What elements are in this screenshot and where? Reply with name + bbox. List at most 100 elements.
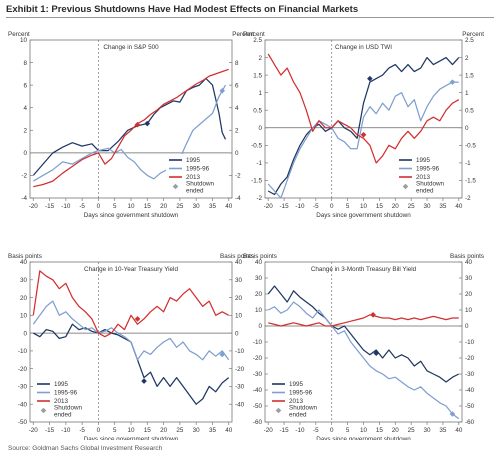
y-tick-label-left: 40 <box>255 259 263 266</box>
y-tick-label-right: 0 <box>235 330 239 337</box>
x-tick-label: 0 <box>330 427 334 434</box>
y-tick-label-left: -1 <box>256 160 262 167</box>
y-tick-label-left: 2.5 <box>253 37 262 44</box>
y-tick-label-right: -2 <box>465 195 471 202</box>
x-tick-label: 10 <box>360 427 368 434</box>
right-axis-unit-label: Basis points <box>450 253 484 260</box>
y-tick-label-right: -20 <box>465 355 475 362</box>
y-tick-label-left: 20 <box>255 291 263 298</box>
legend-label-1995: 1995 <box>54 381 69 388</box>
series-line-1995-96 <box>267 81 459 199</box>
legend-label-1995: 1995 <box>416 157 431 164</box>
x-tick-label: 25 <box>408 427 416 434</box>
x-tick-label: 10 <box>127 203 135 210</box>
x-tick-label: -15 <box>45 203 55 210</box>
y-tick-label-left: -10 <box>18 348 28 355</box>
legend-swatch-shutdown-ended <box>402 183 409 190</box>
y-tick-label-left: 30 <box>20 277 28 284</box>
y-tick-label-right: -1.5 <box>465 178 476 185</box>
x-tick-label: 35 <box>209 427 217 434</box>
left-axis-unit-label: Percent <box>8 31 30 38</box>
y-tick-label-left: 10 <box>20 313 28 320</box>
y-tick-label-right: -0.5 <box>465 143 476 150</box>
y-tick-label-right: 10 <box>235 313 243 320</box>
x-tick-label: 15 <box>144 427 152 434</box>
y-tick-label-right: -1 <box>465 160 471 167</box>
y-tick-label-right: 20 <box>465 291 473 298</box>
y-tick-label-right: -4 <box>235 195 241 202</box>
x-tick-label: 30 <box>193 427 201 434</box>
x-tick-label: 0 <box>97 203 101 210</box>
y-tick-label-right: 8 <box>235 60 239 67</box>
y-tick-label-left: -30 <box>18 384 28 391</box>
x-tick-label: 10 <box>127 427 135 434</box>
x-tick-label: -20 <box>264 203 274 210</box>
y-tick-label-left: 10 <box>20 37 28 44</box>
y-tick-label-left: 6 <box>23 82 27 89</box>
x-axis-label: Days since government shutdown <box>84 436 179 440</box>
shutdown-ended-marker-2013 <box>134 316 141 322</box>
chart-panel-3: Change in 10-Year Treasury Yield Basis po… <box>8 253 254 440</box>
x-tick-label: 15 <box>144 203 152 210</box>
y-tick-label-left: -30 <box>253 371 263 378</box>
series-line-1995-96 <box>267 301 460 420</box>
legend-label-1995: 1995 <box>186 157 201 164</box>
y-tick-label-right: -20 <box>235 366 245 373</box>
y-tick-label-right: 10 <box>465 307 473 314</box>
y-tick-label-left: 8 <box>23 60 27 67</box>
y-tick-label-right: -60 <box>465 419 475 426</box>
y-tick-label-left: 10 <box>255 307 263 314</box>
y-tick-label-right: -10 <box>465 339 475 346</box>
y-tick-label-right: 30 <box>235 277 243 284</box>
y-tick-label-left: -2 <box>21 173 27 180</box>
y-tick-label-left: 0 <box>258 125 262 132</box>
x-tick-label: 0 <box>97 427 101 434</box>
x-tick-label: 25 <box>408 203 416 210</box>
x-tick-label: 0 <box>330 203 334 210</box>
y-tick-label-right: -10 <box>235 348 245 355</box>
x-tick-label: -10 <box>61 203 71 210</box>
y-tick-label-left: -10 <box>253 339 263 346</box>
y-tick-label-right: -40 <box>235 401 245 408</box>
x-axis-label: Days since government shutdown <box>84 212 179 219</box>
x-tick-label: -5 <box>79 427 85 434</box>
shutdown-ended-marker-1995-96 <box>449 79 456 85</box>
x-tick-label: -20 <box>29 203 39 210</box>
y-tick-label-left: -1.5 <box>251 178 262 185</box>
x-tick-label: -10 <box>295 203 305 210</box>
x-tick-label: -5 <box>79 203 85 210</box>
y-tick-label-left: 1 <box>258 90 262 97</box>
x-axis-label: Days since government shutdown <box>316 212 411 219</box>
shutdown-ended-marker-2013 <box>134 121 141 128</box>
x-tick-label: -20 <box>29 427 39 434</box>
series-line-1995 <box>267 56 460 196</box>
x-tick-label: 5 <box>113 427 117 434</box>
x-tick-label: -20 <box>264 427 274 434</box>
y-tick-label-left: -0.5 <box>251 143 262 150</box>
x-tick-label: 15 <box>376 427 384 434</box>
y-tick-label-right: -50 <box>465 403 475 410</box>
legend-label-1995: 1995 <box>289 381 304 388</box>
legend-label-1995-96: 1995-96 <box>289 390 313 397</box>
legend-label-shutdown-ended: Shutdown ended <box>54 405 83 419</box>
shutdown-ended-marker-1995 <box>141 378 147 384</box>
y-tick-label-right: 20 <box>235 295 243 302</box>
y-tick-label-left: -50 <box>253 403 263 410</box>
legend-label-1995-96: 1995-96 <box>416 166 440 173</box>
x-tick-label: 30 <box>424 203 432 210</box>
legend-label-1995-96: 1995-96 <box>186 166 210 173</box>
y-tick-label-left: 0 <box>23 150 27 157</box>
y-tick-label-left: 1.5 <box>253 72 262 79</box>
x-tick-label: -10 <box>295 427 305 434</box>
y-tick-label-right: 40 <box>235 259 243 266</box>
x-tick-label: 40 <box>455 427 463 434</box>
y-tick-label-right: 4 <box>235 105 239 112</box>
panel-title: Change in 10-Year Treasury Yield <box>84 266 178 273</box>
shutdown-ended-marker-2013 <box>370 312 376 318</box>
y-tick-label-right: 0 <box>465 323 469 330</box>
x-tick-label: 10 <box>360 203 368 210</box>
y-tick-label-left: -40 <box>253 387 263 394</box>
y-tick-label-right: 0.5 <box>465 107 474 114</box>
x-tick-label: 15 <box>376 203 384 210</box>
